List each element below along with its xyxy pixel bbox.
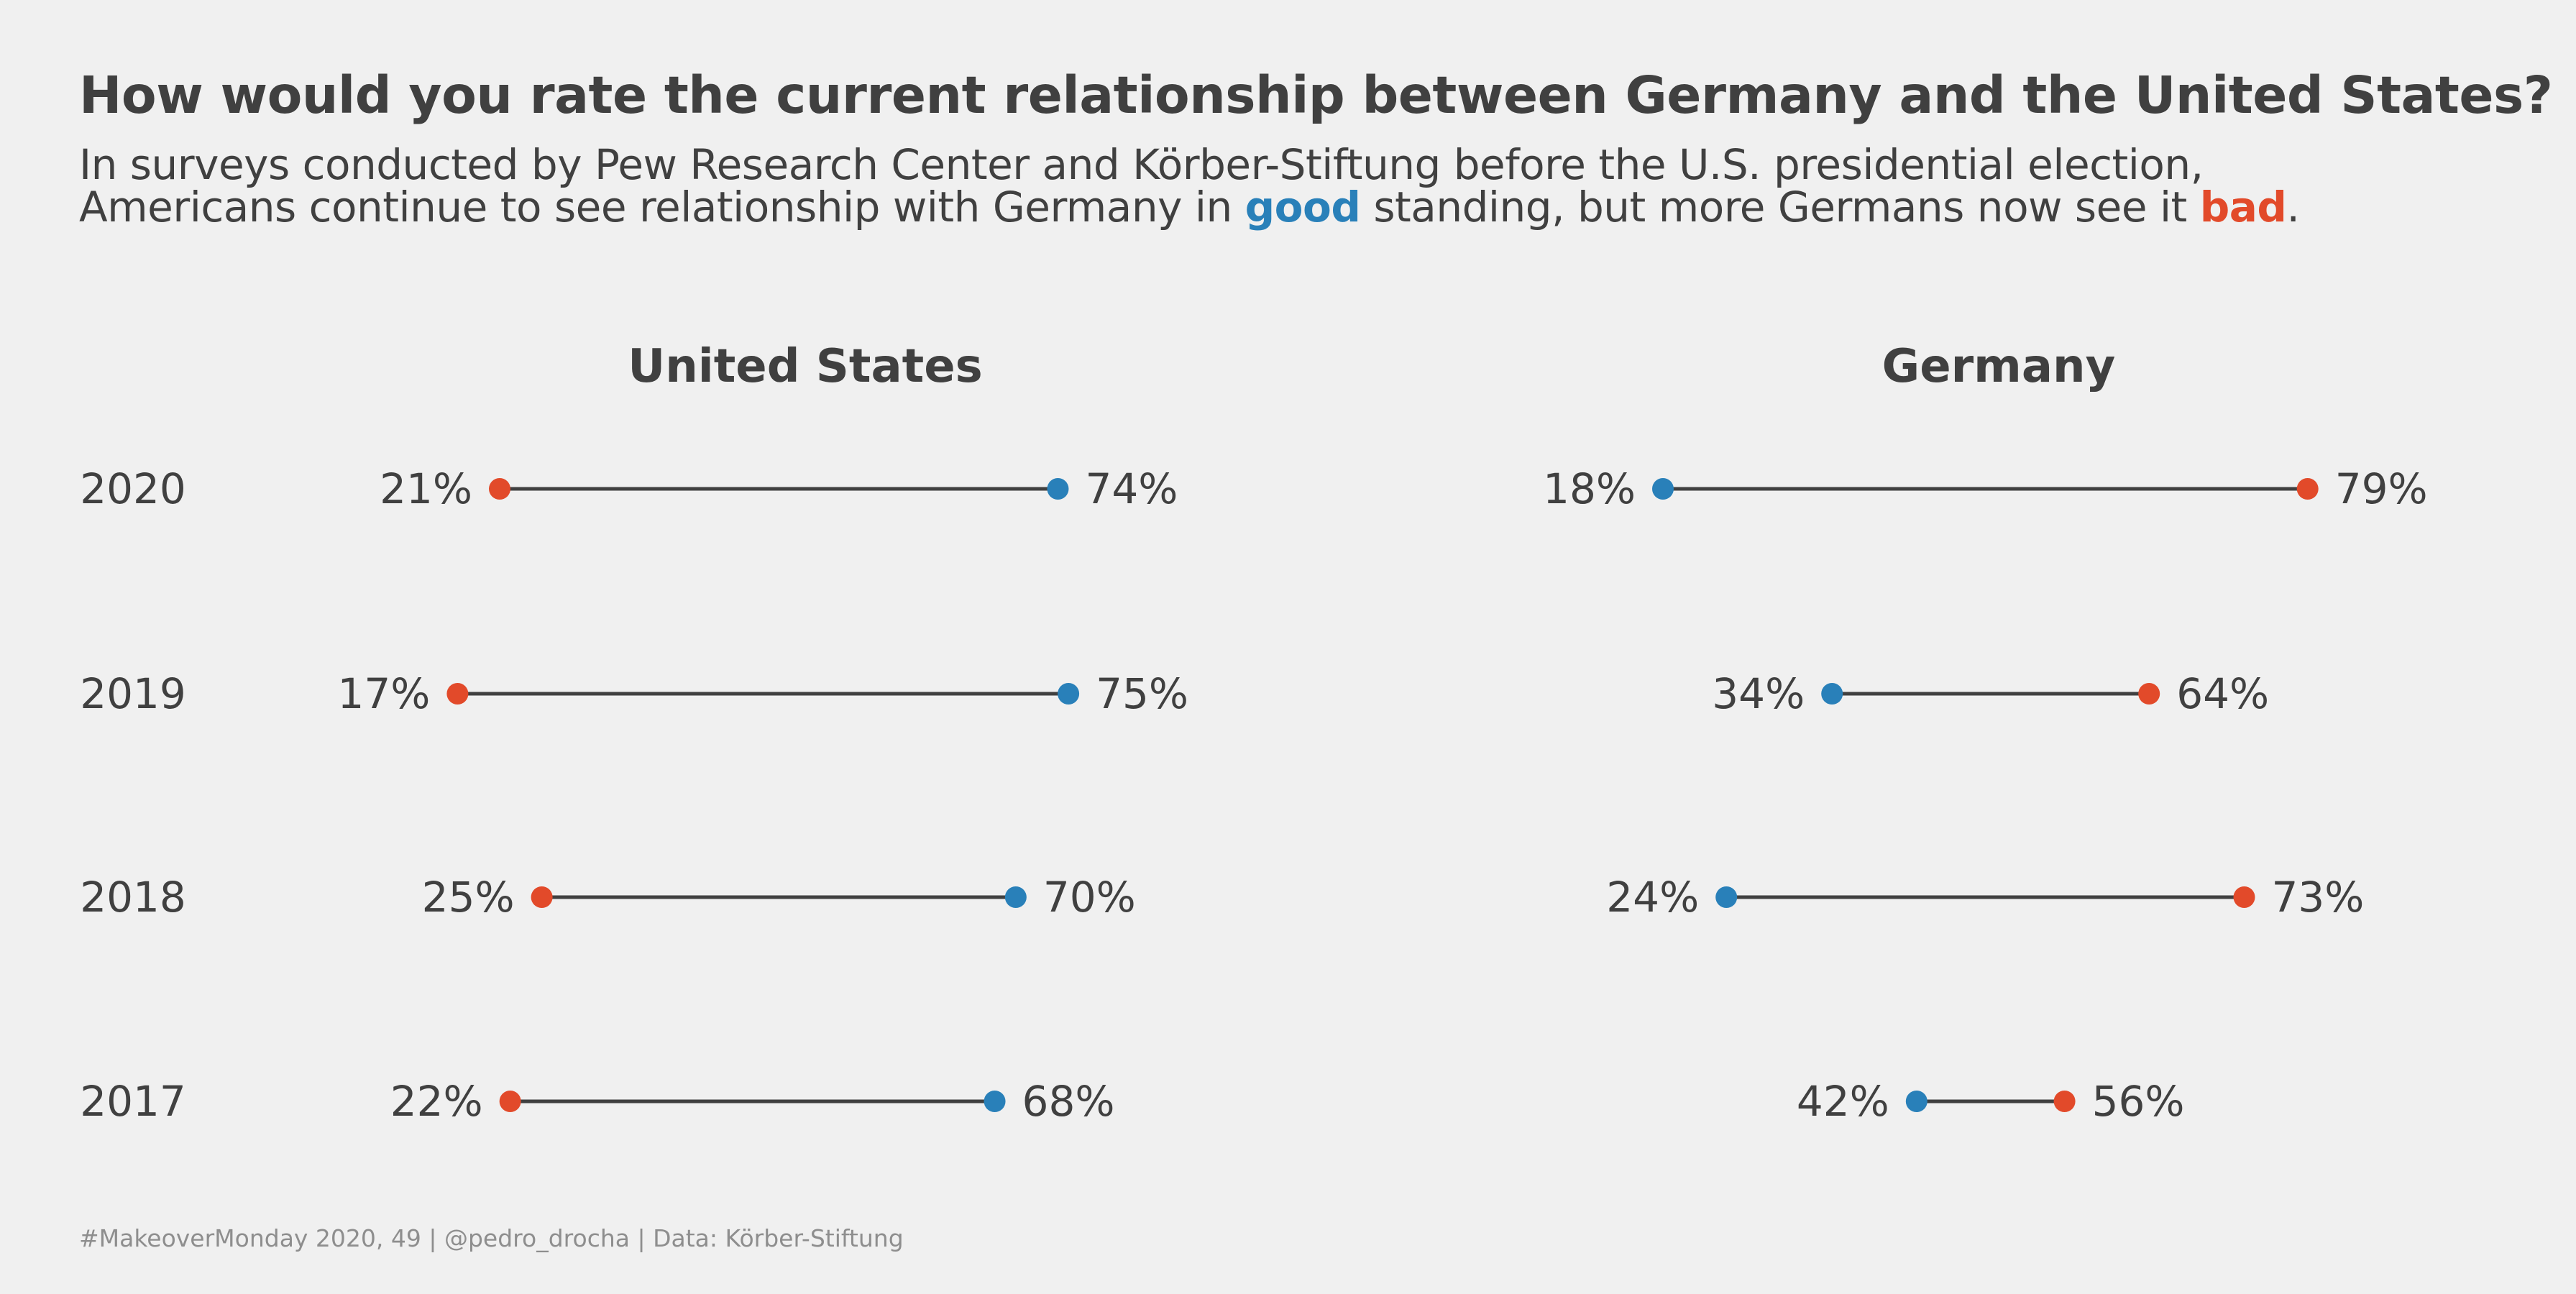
bad-dot-germany-2019	[2138, 683, 2160, 705]
bad-label-germany-2018: 73%	[2272, 873, 2365, 922]
year-label-2020: 2020	[80, 464, 186, 513]
panel-title-united-states: United States	[628, 340, 983, 393]
chart-subtitle: In surveys conducted by Pew Research Cen…	[79, 140, 2300, 231]
chart-title: How would you rate the current relations…	[79, 65, 2553, 125]
bad-dot-united-states-2019	[446, 683, 469, 705]
good-label-germany-2020: 18%	[1543, 464, 1636, 513]
bad-label-germany-2020: 79%	[2335, 464, 2428, 513]
subtitle-text-middle: standing, but more Germans now see it	[1360, 183, 2200, 231]
bad-label-germany-2019: 64%	[2176, 669, 2269, 718]
subtitle-line-2: Americans continue to see relationship w…	[79, 183, 2300, 231]
good-dot-united-states-2018	[1004, 886, 1027, 908]
panel-title-germany: Germany	[1882, 340, 2116, 393]
bad-dot-germany-2020	[2296, 478, 2319, 500]
good-dot-united-states-2017	[984, 1091, 1006, 1112]
bad-label-united-states-2018: 25%	[422, 873, 515, 922]
good-dot-germany-2017	[1905, 1091, 1928, 1112]
bad-label-united-states-2019: 17%	[337, 669, 430, 718]
bad-label-united-states-2020: 21%	[380, 464, 472, 513]
subtitle-line-1: In surveys conducted by Pew Research Cen…	[79, 140, 2204, 189]
good-label-united-states-2018: 70%	[1043, 873, 1136, 922]
good-dot-germany-2018	[1715, 886, 1738, 908]
bad-dot-germany-2018	[2233, 886, 2255, 908]
good-label-united-states-2019: 75%	[1096, 669, 1188, 718]
good-dot-germany-2019	[1821, 683, 1843, 705]
bad-dot-united-states-2018	[531, 886, 553, 908]
source-footer: #MakeoverMonday 2020, 49 | @pedro_drocha…	[79, 1224, 904, 1252]
subtitle-text-end: .	[2286, 183, 2300, 231]
bad-dot-united-states-2020	[489, 478, 510, 500]
bad-dot-germany-2017	[2053, 1091, 2076, 1112]
good-dot-germany-2020	[1652, 478, 1674, 500]
good-label-germany-2017: 42%	[1797, 1077, 1889, 1126]
year-label-2018: 2018	[80, 873, 186, 922]
bad-label-united-states-2017: 22%	[390, 1077, 483, 1126]
bad-label-germany-2017: 56%	[2092, 1077, 2185, 1126]
year-label-2019: 2019	[80, 669, 186, 718]
subtitle-text-before: Americans continue to see relationship w…	[79, 183, 1245, 231]
good-dot-united-states-2020	[1047, 478, 1069, 500]
subtitle-bad-word: bad	[2199, 183, 2287, 231]
good-label-germany-2019: 34%	[1712, 669, 1805, 718]
good-label-united-states-2020: 74%	[1085, 464, 1178, 513]
bad-dot-united-states-2017	[499, 1091, 521, 1112]
year-label-2017: 2017	[80, 1077, 186, 1126]
good-label-united-states-2017: 68%	[1022, 1077, 1115, 1126]
subtitle-good-word: good	[1245, 183, 1361, 231]
good-dot-united-states-2019	[1058, 683, 1080, 705]
good-label-germany-2018: 24%	[1606, 873, 1699, 922]
